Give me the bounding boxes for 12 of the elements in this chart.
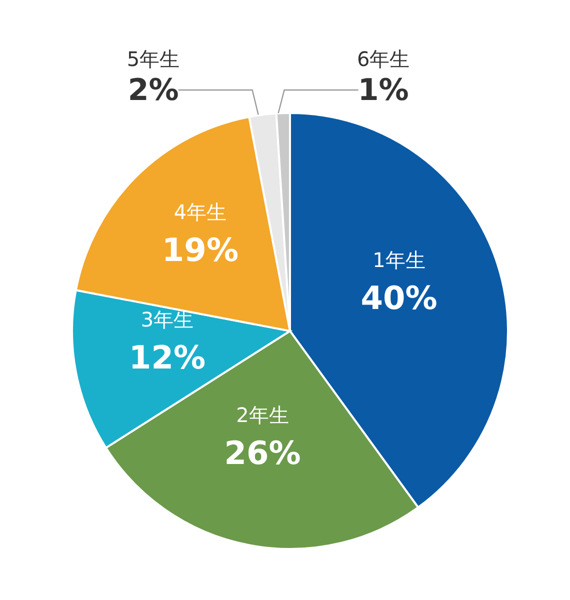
- slice-label: 1年生: [372, 248, 426, 272]
- data-label: 26%: [224, 434, 301, 472]
- data-label: 19%: [162, 231, 239, 270]
- slice-label: 6年生: [356, 47, 410, 71]
- slice-label: 2年生: [236, 402, 289, 427]
- slice-label: 4年生: [174, 200, 227, 224]
- data-label: 2%: [128, 73, 179, 108]
- data-label: 1%: [358, 73, 409, 108]
- slice-label: 5年生: [126, 47, 180, 71]
- slice-label: 3年生: [140, 307, 194, 332]
- data-label: 12%: [128, 338, 206, 376]
- data-label: 40%: [360, 278, 438, 317]
